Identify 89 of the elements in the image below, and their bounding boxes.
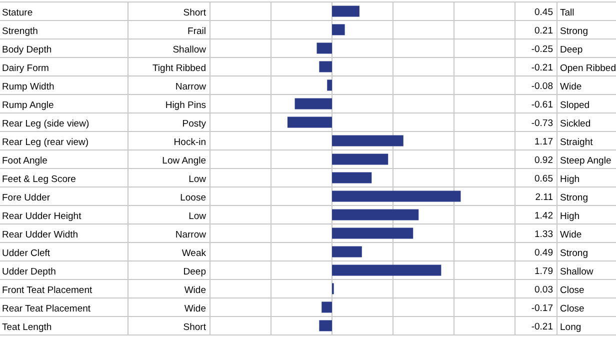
y-tick-label: Rear Leg (rear view): [2, 136, 89, 148]
text: High: [560, 174, 580, 185]
text: Open Ribbed: [560, 62, 616, 74]
bar: [332, 135, 404, 146]
y-tick-label: Strength: [2, 26, 38, 37]
text: Short: [183, 7, 206, 18]
bar: [332, 24, 345, 36]
data-label: 0.65: [534, 174, 553, 185]
y-tick-label: Rump Angle: [2, 100, 54, 111]
text: Shallow: [172, 44, 206, 56]
text: Close: [560, 303, 584, 314]
text: Wide: [184, 303, 206, 314]
bar: [332, 154, 388, 165]
data-label: -0.08: [531, 81, 553, 92]
y-tick-label: Dairy Form: [2, 62, 50, 74]
bar: [332, 172, 372, 184]
text: Hock-in: [174, 136, 206, 148]
text: Narrow: [175, 81, 206, 92]
y-tick-label: Udder Depth: [2, 266, 56, 278]
text: Short: [183, 322, 206, 333]
y-tick-label: Fore Udder: [2, 192, 50, 204]
data-label: 1.33: [534, 229, 553, 240]
text: High: [560, 210, 580, 222]
data-label: 0.49: [534, 248, 553, 259]
y-tick-label: Body Depth: [2, 44, 52, 56]
text: Loose: [180, 192, 206, 204]
text: Posty: [182, 118, 206, 130]
bar: [332, 6, 360, 17]
data-label: -0.21: [531, 62, 553, 74]
y-tick-label: Udder Cleft: [2, 248, 50, 259]
bar: [327, 80, 332, 91]
y-tick-label: Rear Leg (side view): [2, 118, 90, 130]
bar: [316, 42, 332, 54]
text: High Pins: [165, 100, 206, 111]
text: Low: [188, 174, 206, 185]
text: Straight: [560, 136, 594, 148]
y-tick-label: Front Teat Placement: [2, 284, 92, 296]
text: Strong: [560, 248, 588, 259]
bar: [332, 209, 419, 220]
text: Deep: [183, 266, 206, 278]
text: Wide: [560, 229, 582, 240]
bar: [322, 302, 332, 313]
text: Steep Angle: [560, 155, 612, 166]
bar: [332, 264, 442, 276]
bar: [287, 116, 332, 128]
text: Close: [560, 284, 584, 296]
data-label: 0.92: [534, 155, 553, 166]
text: Sickled: [560, 118, 591, 130]
data-label: -0.61: [531, 100, 553, 111]
text: Narrow: [175, 229, 206, 240]
text: Low Angle: [162, 155, 206, 166]
data-label: 1.17: [534, 136, 553, 148]
text: Wide: [184, 284, 206, 296]
text: Strong: [560, 192, 588, 204]
bar: [332, 228, 414, 239]
data-label: 0.45: [534, 7, 553, 18]
data-label: -0.17: [531, 303, 553, 314]
data-label: -0.25: [531, 44, 553, 56]
bar: [332, 190, 461, 202]
data-label: 1.42: [534, 210, 553, 222]
y-tick-label: Rear Udder Height: [2, 210, 82, 222]
text: Long: [560, 322, 582, 333]
text: Wide: [560, 81, 582, 92]
bar: [294, 98, 332, 110]
text: Tight Ribbed: [152, 62, 206, 74]
text: Strong: [560, 26, 588, 37]
bar: [319, 320, 332, 332]
text: Tall: [560, 7, 574, 18]
data-label: 1.79: [534, 266, 553, 278]
data-label: -0.21: [531, 322, 553, 333]
y-tick-label: Rear Udder Width: [2, 229, 78, 240]
bar: [332, 246, 362, 258]
text: Sloped: [560, 100, 590, 111]
y-tick-label: Feet & Leg Score: [2, 174, 76, 185]
y-tick-label: Foot Angle: [2, 155, 48, 166]
text: Low: [188, 210, 206, 222]
text: Shallow: [560, 266, 594, 278]
y-tick-label: Rump Width: [2, 81, 54, 92]
y-tick-label: Teat Length: [2, 322, 52, 333]
bar: [319, 61, 332, 72]
y-tick-label: Stature: [2, 7, 33, 18]
text: Frail: [188, 26, 206, 37]
y-tick-label: Rear Teat Placement: [2, 303, 91, 314]
data-label: 2.11: [535, 192, 553, 204]
text: Weak: [182, 248, 206, 259]
data-label: -0.73: [531, 118, 553, 130]
text: Deep: [560, 44, 583, 56]
data-label: 0.03: [534, 284, 553, 296]
data-label: 0.21: [534, 26, 553, 37]
